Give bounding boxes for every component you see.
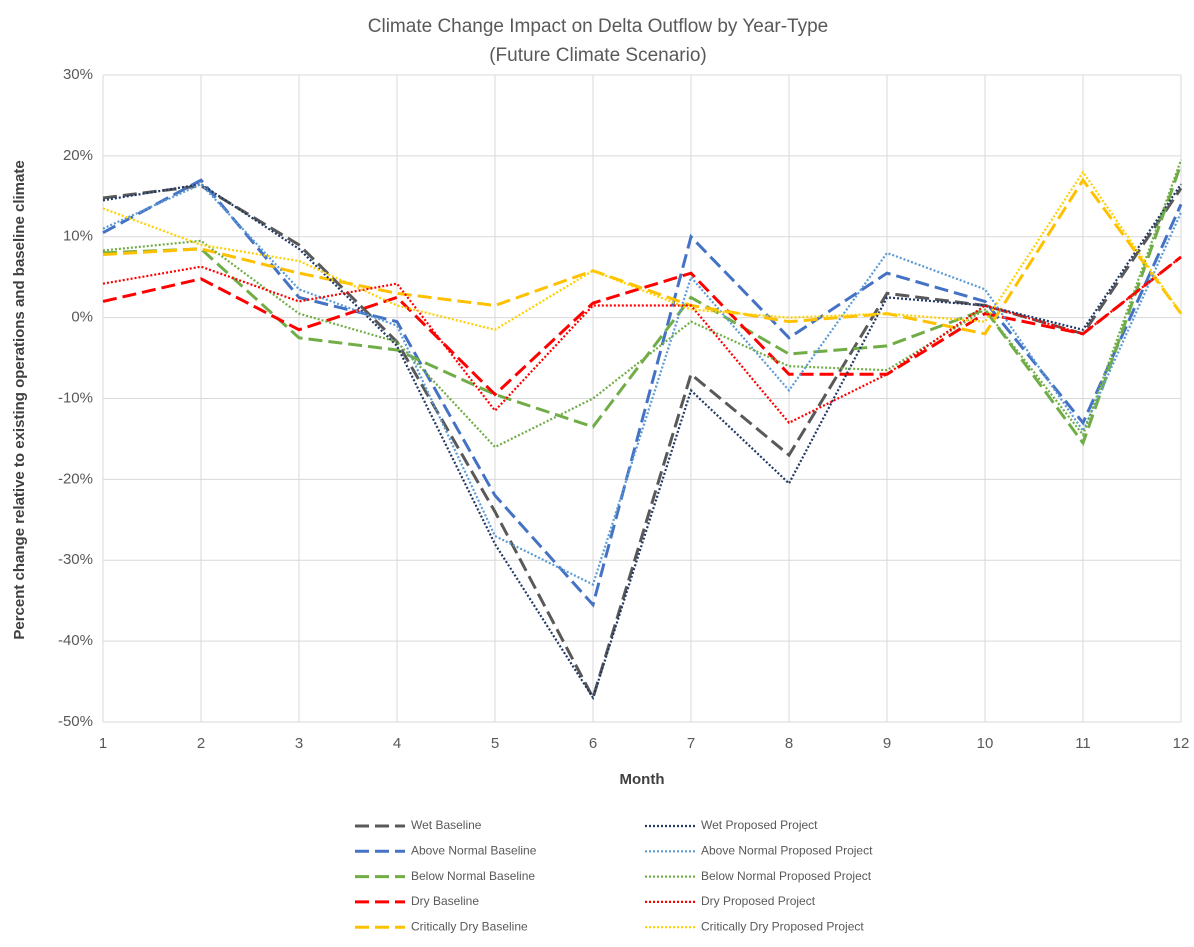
x-tick-label: 3 [295, 735, 303, 752]
y-tick-label: -30% [58, 551, 93, 568]
y-tick-label: 10% [63, 228, 93, 245]
y-tick-label: -20% [58, 470, 93, 487]
legend-label: Critically Dry Proposed Project [701, 919, 864, 933]
y-tick-label: 30% [63, 66, 93, 83]
legend-label: Below Normal Baseline [411, 869, 535, 883]
series-line [102, 170, 1182, 331]
series-line [102, 182, 1183, 587]
legend-label: Above Normal Baseline [411, 843, 537, 857]
x-tick-label: 6 [589, 735, 597, 752]
y-tick-label: 0% [71, 309, 93, 326]
chart-subtitle: (Future Climate Scenario) [489, 45, 707, 66]
series-line [102, 183, 1182, 701]
y-tick-label: -50% [58, 713, 93, 730]
y-tick-label: -10% [58, 389, 93, 406]
series-line [102, 256, 1182, 425]
x-tick-label: 10 [977, 735, 994, 752]
legend-label: Critically Dry Baseline [411, 919, 528, 933]
x-tick-label: 5 [491, 735, 499, 752]
series-line [102, 255, 1182, 397]
legend-label: Below Normal Proposed Project [701, 869, 872, 883]
x-tick-label: 8 [785, 735, 793, 752]
series-line [102, 184, 1183, 702]
y-tick-label: 20% [63, 147, 93, 164]
series-line [102, 159, 1183, 449]
y-tick-label: -40% [58, 632, 93, 649]
x-tick-label: 7 [687, 735, 695, 752]
series-line [102, 177, 1183, 336]
series-line [102, 163, 1183, 447]
chart-title: Climate Change Impact on Delta Outflow b… [368, 16, 828, 37]
x-tick-label: 4 [393, 735, 401, 752]
legend-label: Wet Baseline [411, 818, 482, 832]
series-line [102, 178, 1183, 608]
legend-label: Above Normal Proposed Project [701, 843, 873, 857]
x-tick-label: 12 [1173, 735, 1190, 752]
x-tick-label: 2 [197, 735, 205, 752]
legend-label: Dry Proposed Project [701, 894, 816, 908]
x-tick-label: 11 [1075, 735, 1091, 752]
legend-label: Wet Proposed Project [701, 818, 818, 832]
x-tick-label: 1 [99, 735, 107, 752]
x-tick-label: 9 [883, 735, 891, 752]
y-axis-title: Percent change relative to existing oper… [11, 160, 28, 639]
legend-label: Dry Baseline [411, 894, 479, 908]
x-axis-title: Month [620, 771, 665, 788]
